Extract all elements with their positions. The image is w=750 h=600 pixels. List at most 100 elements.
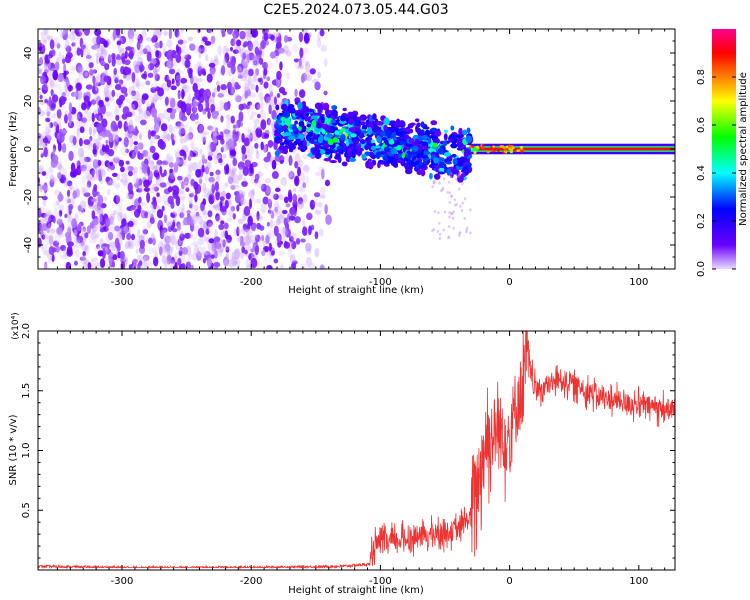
heatmap-cell bbox=[98, 143, 103, 149]
heatmap-cell bbox=[304, 61, 309, 67]
heatmap-cell bbox=[213, 130, 217, 137]
heatmap-cell bbox=[314, 247, 320, 258]
heatmap-cell bbox=[82, 188, 87, 194]
heatmap-cell bbox=[139, 185, 145, 193]
heatmap-cell bbox=[59, 29, 65, 38]
heatmap-cell bbox=[99, 238, 104, 247]
heatmap-cell bbox=[95, 52, 102, 57]
heatmap-cell bbox=[133, 30, 139, 36]
heatmap-cell bbox=[428, 135, 436, 139]
heatmap-cell bbox=[162, 158, 169, 169]
heatmap-cell bbox=[132, 80, 137, 90]
heatmap-cell bbox=[165, 87, 170, 92]
heatmap-cell bbox=[492, 145, 496, 149]
heatmap-cell bbox=[141, 226, 148, 235]
heatmap-cell bbox=[77, 66, 84, 73]
y-tick-label: 1.0 bbox=[21, 443, 32, 459]
heatmap-cell bbox=[188, 126, 194, 138]
heatmap-cell bbox=[191, 113, 197, 122]
heatmap-cell bbox=[94, 113, 99, 119]
heatmap-cell bbox=[160, 123, 168, 132]
heatmap-cell bbox=[109, 241, 116, 248]
heatmap-cell bbox=[162, 43, 167, 51]
heatmap-cell bbox=[278, 145, 286, 151]
heatmap-cell bbox=[107, 54, 112, 64]
heatmap-cell bbox=[77, 90, 83, 101]
heatmap-cell bbox=[163, 258, 170, 268]
heatmap-cell bbox=[144, 44, 151, 54]
heatmap-cell bbox=[161, 229, 167, 238]
heatmap-cell bbox=[73, 260, 78, 266]
heatmap-cell bbox=[443, 133, 448, 141]
heatmap-cell bbox=[219, 239, 225, 245]
heatmap-cell bbox=[63, 29, 69, 35]
heatmap-cell bbox=[209, 171, 214, 177]
heatmap-cell bbox=[219, 201, 223, 208]
heatmap-cell bbox=[496, 149, 501, 152]
heatmap-cell bbox=[161, 205, 165, 212]
heatmap-cell bbox=[453, 198, 457, 202]
heatmap-cell bbox=[155, 124, 160, 133]
heatmap-cell bbox=[171, 169, 176, 181]
heatmap-cell bbox=[254, 244, 259, 256]
heatmap-cell bbox=[197, 78, 204, 83]
heatmap-cell bbox=[168, 156, 174, 164]
heatmap-cell bbox=[152, 67, 158, 75]
heatmap-cell bbox=[151, 107, 157, 118]
heatmap-cell bbox=[188, 196, 193, 204]
heatmap-cell bbox=[42, 84, 50, 91]
heatmap-cell bbox=[442, 140, 448, 147]
heatmap-cell bbox=[137, 142, 144, 150]
heatmap-cell bbox=[227, 68, 233, 77]
heatmap-cell bbox=[124, 243, 128, 250]
heatmap-cell bbox=[267, 99, 274, 105]
heatmap-cell bbox=[305, 174, 310, 184]
heatmap-cell bbox=[223, 129, 231, 135]
heatmap-cell bbox=[390, 158, 397, 164]
heatmap-cell bbox=[134, 219, 138, 227]
heatmap-cell bbox=[347, 111, 354, 118]
heatmap-cell bbox=[68, 204, 74, 210]
heatmap-cell bbox=[258, 91, 264, 101]
heatmap-cell bbox=[95, 74, 100, 86]
heatmap-cell bbox=[250, 78, 254, 89]
heatmap-cell bbox=[162, 266, 168, 269]
heatmap-cell bbox=[156, 121, 161, 130]
heatmap-cell bbox=[361, 124, 368, 131]
heatmap-cell bbox=[367, 158, 372, 162]
heatmap-cell bbox=[224, 239, 232, 244]
heatmap-cell bbox=[75, 30, 83, 37]
heatmap-cell bbox=[253, 71, 258, 82]
heatmap-cell bbox=[230, 38, 236, 47]
heatmap-cell bbox=[314, 231, 319, 240]
heatmap-cell bbox=[249, 163, 254, 174]
heatmap-cell bbox=[254, 142, 259, 149]
heatmap-cell bbox=[237, 161, 245, 170]
heatmap-cell bbox=[91, 45, 98, 50]
heatmap-cell bbox=[237, 235, 243, 243]
heatmap-cell bbox=[460, 209, 464, 213]
heatmap-cell bbox=[38, 68, 43, 74]
heatmap-cell bbox=[191, 161, 199, 172]
heatmap-cell bbox=[461, 182, 464, 186]
heatmap-cell bbox=[312, 148, 321, 154]
heatmap-cell bbox=[112, 29, 117, 41]
heatmap-cell bbox=[38, 208, 42, 219]
heatmap-cell bbox=[94, 80, 98, 92]
heatmap-cell bbox=[56, 212, 61, 222]
heatmap-cell bbox=[179, 149, 186, 157]
heatmap-cell bbox=[133, 182, 141, 188]
heatmap-cell bbox=[194, 194, 198, 203]
heatmap-cell bbox=[235, 95, 242, 103]
heatmap-cell bbox=[154, 42, 161, 49]
heatmap-cell bbox=[74, 183, 78, 193]
heatmap-cell bbox=[150, 203, 154, 210]
heatmap-cell bbox=[466, 127, 471, 134]
heatmap-cell bbox=[323, 157, 332, 162]
heatmap-cell bbox=[58, 83, 62, 95]
heatmap-cell bbox=[217, 106, 223, 112]
heatmap-cell bbox=[450, 172, 453, 176]
heatmap-cell bbox=[302, 164, 310, 172]
heatmap-cell bbox=[145, 37, 153, 42]
heatmap-cell bbox=[204, 166, 210, 175]
